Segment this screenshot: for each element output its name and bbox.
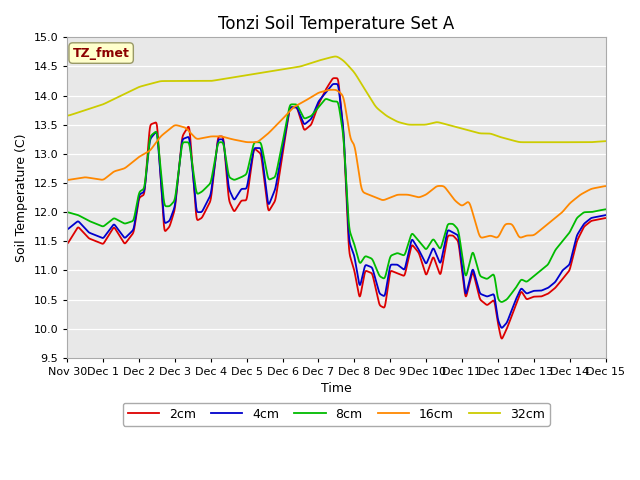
4cm	[534, 288, 541, 294]
32cm	[293, 64, 301, 70]
2cm	[534, 294, 541, 300]
2cm	[293, 106, 301, 111]
4cm	[591, 214, 599, 220]
8cm	[534, 270, 541, 276]
16cm	[534, 229, 541, 235]
2cm	[498, 336, 506, 341]
4cm	[498, 325, 506, 331]
2cm	[270, 200, 278, 206]
4cm	[602, 212, 609, 218]
8cm	[270, 175, 278, 180]
32cm	[63, 113, 71, 119]
Line: 16cm: 16cm	[67, 90, 605, 238]
4cm	[125, 232, 132, 238]
2cm	[332, 75, 339, 81]
16cm	[591, 185, 599, 191]
16cm	[478, 235, 486, 240]
4cm	[332, 81, 339, 87]
Line: 8cm: 8cm	[67, 99, 605, 302]
8cm	[63, 209, 71, 215]
8cm	[498, 299, 506, 305]
16cm	[270, 125, 278, 131]
2cm	[602, 215, 609, 221]
Line: 4cm: 4cm	[67, 84, 605, 328]
Legend: 2cm, 4cm, 8cm, 16cm, 32cm: 2cm, 4cm, 8cm, 16cm, 32cm	[123, 403, 550, 425]
4cm	[293, 105, 301, 111]
32cm	[602, 138, 609, 144]
8cm	[157, 166, 164, 172]
2cm	[591, 217, 599, 223]
32cm	[270, 68, 278, 74]
4cm	[270, 190, 278, 196]
32cm	[332, 54, 339, 60]
16cm	[157, 134, 164, 140]
32cm	[125, 89, 132, 95]
Y-axis label: Soil Temperature (C): Soil Temperature (C)	[15, 133, 28, 262]
32cm	[591, 139, 599, 145]
8cm	[293, 102, 301, 108]
16cm	[125, 162, 132, 168]
2cm	[125, 236, 132, 242]
Line: 32cm: 32cm	[67, 57, 605, 142]
2cm	[157, 175, 164, 180]
4cm	[63, 227, 71, 232]
X-axis label: Time: Time	[321, 383, 352, 396]
16cm	[602, 183, 609, 189]
16cm	[63, 177, 71, 183]
8cm	[591, 208, 599, 214]
2cm	[63, 240, 71, 246]
16cm	[329, 87, 337, 93]
Text: TZ_fmet: TZ_fmet	[73, 47, 129, 60]
Line: 2cm: 2cm	[67, 78, 605, 338]
32cm	[534, 139, 541, 145]
8cm	[323, 96, 330, 102]
4cm	[157, 175, 164, 180]
16cm	[293, 102, 301, 108]
32cm	[157, 78, 164, 84]
8cm	[602, 206, 609, 212]
8cm	[125, 220, 132, 226]
Title: Tonzi Soil Temperature Set A: Tonzi Soil Temperature Set A	[218, 15, 454, 33]
32cm	[523, 139, 531, 145]
